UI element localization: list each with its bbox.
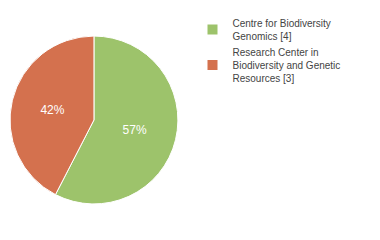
svg-text:Centre for BiodiversityGenomic: Centre for BiodiversityGenomics [4]	[233, 18, 331, 42]
svg-text:Research Center inBiodiversity: Research Center inBiodiversity and Genet…	[233, 47, 341, 84]
svg-text:42%: 42%	[40, 103, 64, 117]
svg-text:57%: 57%	[123, 123, 147, 137]
